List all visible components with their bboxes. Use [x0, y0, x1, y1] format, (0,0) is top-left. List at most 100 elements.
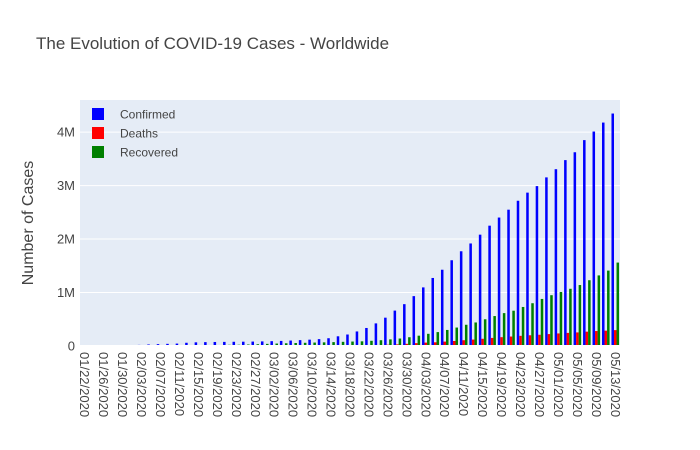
bar-recovered: [294, 343, 297, 346]
bar-recovered: [370, 340, 373, 346]
bar-deaths: [614, 330, 617, 346]
bar-confirmed: [251, 341, 254, 346]
bar-confirmed: [422, 287, 425, 346]
y-tick-label: 3M: [57, 178, 75, 193]
bar-confirmed: [365, 327, 368, 346]
x-tick-label: 02/23/2020: [229, 352, 244, 417]
legend-label-confirmed: Confirmed: [120, 108, 175, 122]
bar-confirmed: [270, 341, 273, 346]
bar-confirmed: [289, 340, 292, 346]
bar-recovered: [275, 343, 278, 346]
x-tick-label: 04/23/2020: [513, 352, 528, 417]
legend-swatch-confirmed: [92, 108, 104, 120]
x-tick-label: 03/18/2020: [343, 352, 358, 417]
bar-recovered: [455, 327, 458, 346]
bar-confirmed: [450, 260, 453, 346]
x-tick-label: 04/15/2020: [475, 352, 490, 417]
bar-confirmed: [516, 200, 520, 346]
x-tick-label: 03/30/2020: [399, 352, 414, 417]
x-tick-label: 03/10/2020: [305, 352, 320, 417]
bar-deaths: [604, 330, 608, 346]
bar-recovered: [521, 306, 525, 346]
bar-confirmed: [554, 169, 558, 346]
bar-recovered: [597, 275, 601, 346]
bar-recovered: [332, 342, 335, 346]
bar-recovered: [588, 280, 591, 346]
x-tick-label: 05/09/2020: [589, 352, 604, 417]
bar-recovered: [398, 338, 402, 346]
bar-deaths: [452, 340, 456, 346]
bar-recovered: [284, 343, 288, 346]
bar-deaths: [462, 340, 465, 346]
y-tick-label: 4M: [57, 125, 75, 140]
bar-confirmed: [526, 192, 529, 346]
bar-confirmed: [355, 331, 359, 346]
bar-confirmed: [384, 317, 387, 346]
bar-deaths: [443, 341, 446, 346]
bar-confirmed: [469, 243, 472, 346]
x-tick-label: 02/27/2020: [248, 352, 263, 417]
bar-confirmed: [440, 269, 444, 346]
bar-confirmed: [204, 342, 207, 346]
x-tick-label: 03/14/2020: [324, 352, 339, 417]
bar-recovered: [266, 343, 269, 346]
bar-confirmed: [242, 341, 245, 346]
bar-deaths: [538, 334, 541, 346]
bar-confirmed: [166, 343, 169, 346]
bar-confirmed: [346, 334, 349, 346]
bar-confirmed: [592, 131, 596, 346]
bar-confirmed: [545, 177, 548, 346]
x-tick-label: 04/19/2020: [494, 352, 509, 417]
bar-recovered: [408, 337, 411, 346]
bar-deaths: [566, 332, 570, 346]
x-tick-label: 04/07/2020: [437, 352, 452, 417]
x-tick-label: 03/06/2020: [286, 352, 301, 417]
bar-deaths: [585, 331, 589, 346]
bar-recovered: [322, 342, 326, 346]
bar-confirmed: [223, 341, 226, 346]
x-tick-label: 03/02/2020: [267, 352, 282, 417]
x-tick-label: 03/26/2020: [380, 352, 395, 417]
bar-deaths: [415, 343, 418, 346]
bar-confirmed: [374, 323, 378, 346]
bar-recovered: [569, 288, 572, 346]
legend-swatch-deaths: [92, 127, 104, 139]
legend-label-deaths: Deaths: [120, 127, 158, 141]
bar-confirmed: [185, 342, 188, 346]
bar-confirmed: [327, 338, 330, 346]
bar-recovered: [360, 341, 364, 346]
x-tick-label: 03/22/2020: [361, 352, 376, 417]
bar-recovered: [483, 319, 487, 346]
bar-deaths: [434, 342, 437, 346]
y-axis-title: Number of Cases: [20, 161, 37, 286]
bar-confirmed: [260, 341, 264, 346]
bar-confirmed: [459, 251, 463, 346]
y-tick-label: 0: [68, 339, 75, 354]
bar-confirmed: [488, 225, 491, 346]
x-tick-label: 02/07/2020: [153, 352, 168, 417]
bar-recovered: [550, 295, 553, 346]
x-tick-label: 01/22/2020: [77, 352, 92, 417]
bar-deaths: [405, 343, 409, 346]
x-tick-label: 02/03/2020: [134, 352, 149, 417]
x-tick-label: 01/26/2020: [96, 352, 111, 417]
bar-confirmed: [507, 209, 510, 346]
bar-confirmed: [573, 152, 577, 346]
bar-deaths: [481, 338, 484, 346]
bar-recovered: [474, 322, 477, 346]
bar-confirmed: [611, 113, 614, 346]
bar-confirmed: [308, 339, 311, 346]
bar-recovered: [540, 298, 544, 346]
bar-confirmed: [403, 304, 406, 346]
bar-recovered: [531, 303, 534, 346]
x-tick-label: 05/05/2020: [570, 352, 585, 417]
bar-recovered: [446, 329, 449, 346]
bar-confirmed: [336, 336, 340, 346]
bar-recovered: [417, 335, 421, 346]
bar-recovered: [578, 285, 582, 346]
bar-confirmed: [317, 339, 321, 346]
bar-deaths: [595, 331, 598, 346]
y-tick-label: 2M: [57, 232, 75, 247]
bar-deaths: [557, 333, 560, 346]
